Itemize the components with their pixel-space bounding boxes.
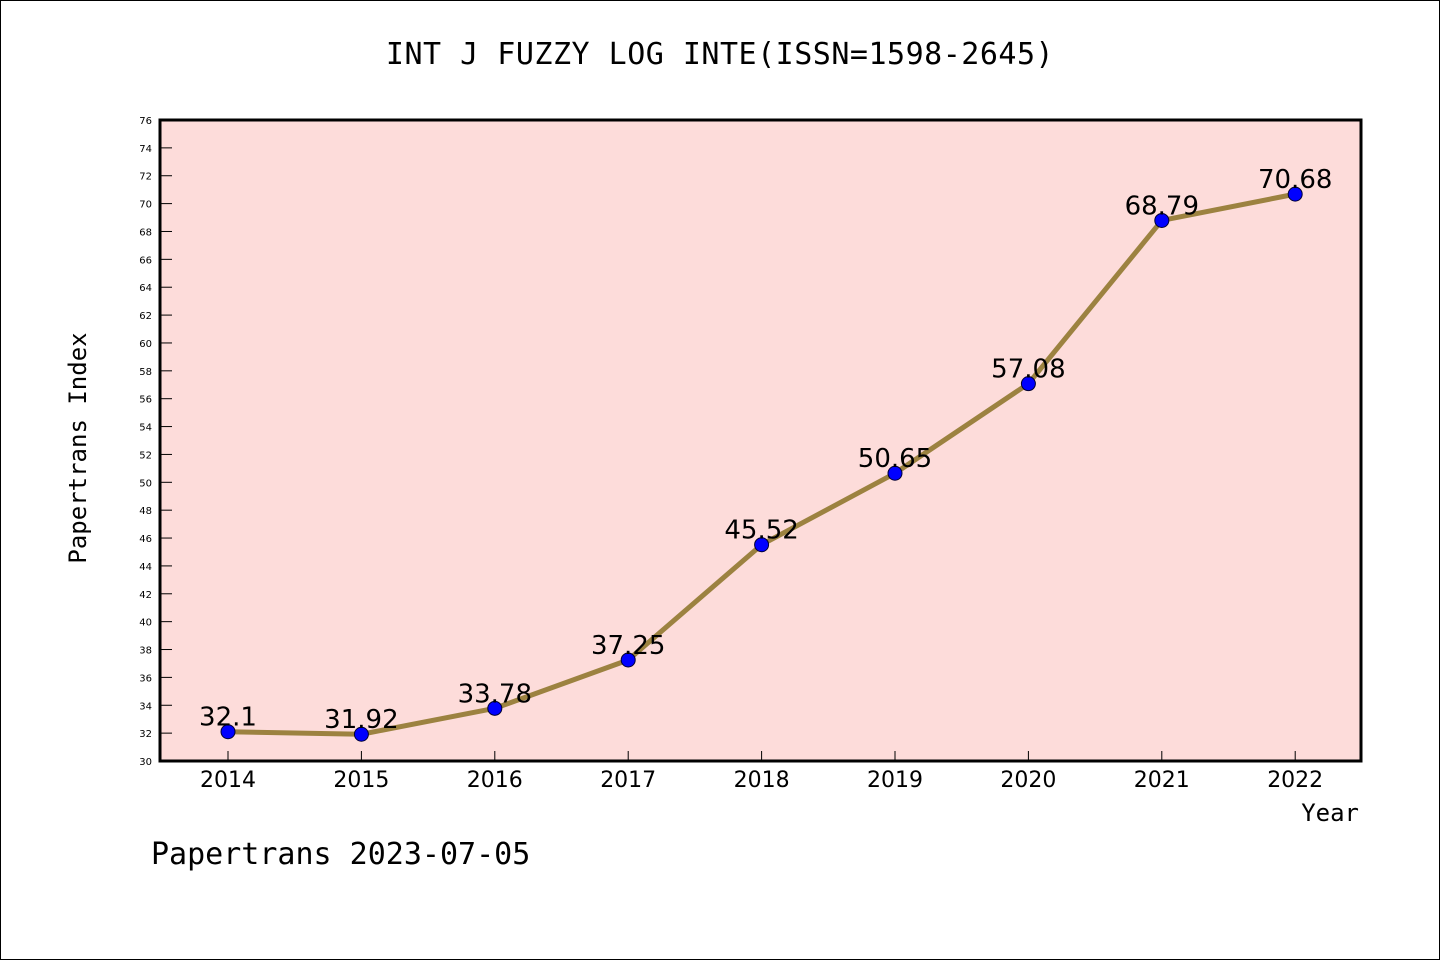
data-point — [1287, 186, 1303, 202]
data-label: 32.1 — [199, 703, 257, 733]
data-label: 45.52 — [724, 516, 798, 546]
y-tick-label: 42 — [139, 590, 152, 601]
x-axis-label: Year — [1301, 799, 1359, 827]
y-tick-label: 34 — [139, 701, 152, 712]
x-tick-label: 2016 — [467, 768, 523, 793]
y-tick-label: 38 — [139, 646, 152, 657]
y-tick-label: 70 — [139, 200, 152, 211]
y-tick-label: 72 — [139, 172, 152, 183]
data-point — [353, 726, 369, 742]
data-point — [1154, 212, 1170, 228]
y-tick-label: 74 — [139, 144, 152, 155]
y-tick-label: 64 — [139, 283, 152, 294]
data-label: 37.25 — [591, 631, 665, 661]
x-tick-label: 2020 — [1000, 768, 1056, 793]
data-point — [487, 700, 503, 716]
data-label: 31.92 — [324, 705, 398, 735]
data-label: 50.65 — [858, 444, 932, 474]
data-label: 57.08 — [991, 355, 1065, 385]
y-tick-label: 32 — [139, 729, 152, 740]
y-tick-label: 52 — [139, 450, 152, 461]
y-tick-label: 30 — [139, 757, 152, 768]
x-tick-label: 2019 — [867, 768, 923, 793]
footer-note: Papertrans 2023-07-05 — [151, 837, 531, 872]
y-tick-label: 68 — [139, 227, 152, 238]
y-tick-label: 58 — [139, 367, 152, 378]
x-tick-label: 2021 — [1134, 768, 1190, 793]
x-tick-label: 2014 — [200, 768, 256, 793]
y-tick-label: 56 — [139, 395, 152, 406]
y-tick-label: 76 — [139, 116, 152, 127]
x-tick-label: 2017 — [600, 768, 656, 793]
y-tick-label: 54 — [139, 423, 152, 434]
data-point — [887, 465, 903, 481]
y-tick-label: 60 — [139, 339, 152, 350]
x-tick-label: 2015 — [333, 768, 389, 793]
y-tick-label: 50 — [139, 478, 152, 489]
data-point — [620, 652, 636, 668]
y-tick-label: 40 — [139, 618, 152, 629]
x-tick-label: 2018 — [734, 768, 790, 793]
chart-title: INT J FUZZY LOG INTE(ISSN=1598-2645) — [385, 37, 1055, 72]
data-point — [754, 537, 770, 553]
y-tick-label: 46 — [139, 534, 152, 545]
data-label: 68.79 — [1125, 191, 1199, 221]
y-tick-label: 62 — [139, 311, 152, 322]
data-label: 70.68 — [1258, 165, 1332, 195]
y-tick-label: 44 — [139, 562, 152, 573]
data-point — [1020, 376, 1036, 392]
data-point — [220, 724, 236, 740]
y-tick-label: 36 — [139, 673, 152, 684]
data-label: 33.78 — [458, 679, 532, 709]
x-tick-label: 2022 — [1267, 768, 1323, 793]
y-tick-label: 66 — [139, 255, 152, 266]
plot-border — [158, 118, 1363, 763]
y-tick-label: 48 — [139, 506, 152, 517]
